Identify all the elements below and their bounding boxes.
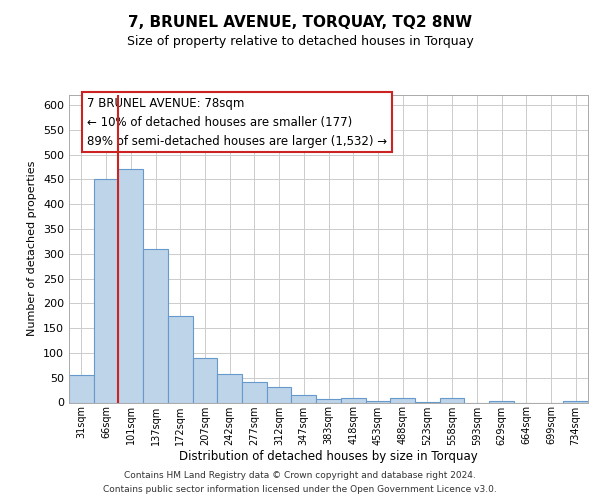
Bar [69,375,94,402]
X-axis label: Distribution of detached houses by size in Torquay: Distribution of detached houses by size … [179,450,478,464]
Text: 7, BRUNEL AVENUE, TORQUAY, TQ2 8NW: 7, BRUNEL AVENUE, TORQUAY, TQ2 8NW [128,15,472,30]
Bar [563,401,588,402]
Bar [341,398,365,402]
Bar [217,374,242,402]
Text: Size of property relative to detached houses in Torquay: Size of property relative to detached ho… [127,34,473,48]
Y-axis label: Number of detached properties: Number of detached properties [28,161,37,336]
Text: Contains public sector information licensed under the Open Government Licence v3: Contains public sector information licen… [103,484,497,494]
Bar [365,400,390,402]
Bar [489,401,514,402]
Bar [440,398,464,402]
Bar [242,382,267,402]
Bar [118,170,143,402]
Text: 7 BRUNEL AVENUE: 78sqm
← 10% of detached houses are smaller (177)
89% of semi-de: 7 BRUNEL AVENUE: 78sqm ← 10% of detached… [87,96,387,148]
Text: Contains HM Land Registry data © Crown copyright and database right 2024.: Contains HM Land Registry data © Crown c… [124,472,476,480]
Bar [267,386,292,402]
Bar [316,399,341,402]
Bar [168,316,193,402]
Bar [94,180,118,402]
Bar [143,248,168,402]
Bar [390,398,415,402]
Bar [292,394,316,402]
Bar [193,358,217,403]
